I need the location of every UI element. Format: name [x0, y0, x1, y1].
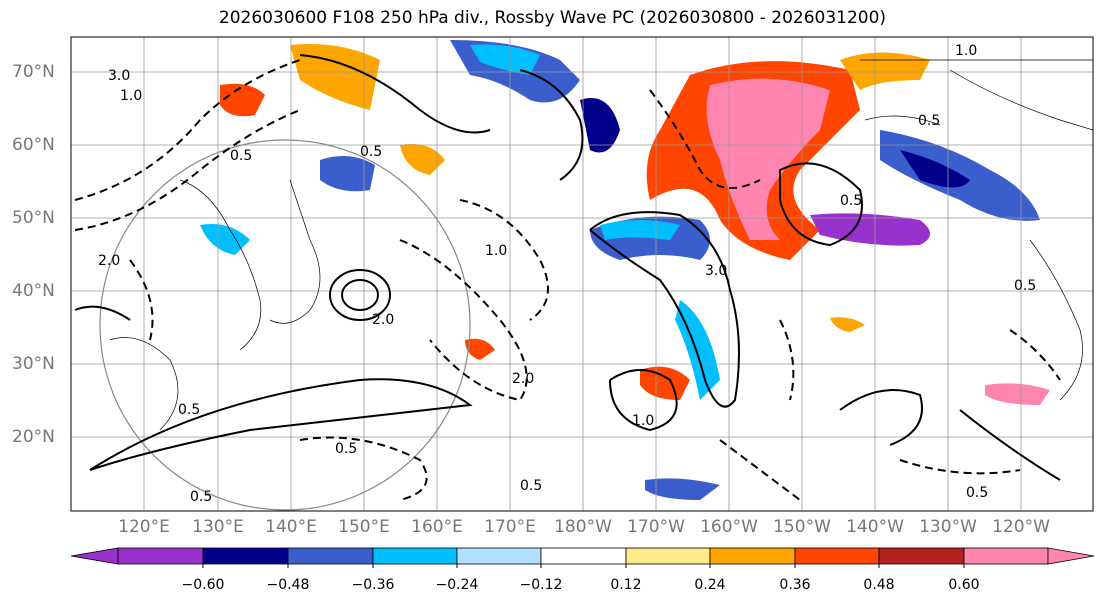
- contour-label: 0.5: [966, 485, 988, 501]
- contour-label: 2.0: [98, 253, 120, 269]
- lon-label: 130°W: [919, 517, 977, 537]
- contour-label: 0.5: [178, 402, 200, 418]
- figure-title: 2026030600 F108 250 hPa div., Rossby Wav…: [218, 8, 887, 28]
- colorbar-segment: [625, 547, 711, 565]
- lat-label: 70°N: [12, 62, 55, 82]
- colorbar-tick-label: 0.24: [694, 577, 726, 593]
- contour-label: 1.0: [120, 88, 142, 104]
- lon-label: 170°E: [484, 517, 536, 537]
- contour-label: 2.0: [372, 312, 394, 328]
- colorbar-segment: [117, 547, 204, 565]
- colorbar-tick-label: 0.60: [948, 577, 980, 593]
- lat-label: 40°N: [12, 281, 55, 301]
- colorbar-tick-label: −0.60: [181, 577, 225, 593]
- contour-label: 0.5: [520, 478, 542, 494]
- colorbar-segment: [287, 547, 374, 565]
- contour-label: 2.0: [512, 371, 534, 387]
- lat-label: 60°N: [12, 135, 55, 155]
- contour-label: 1.0: [632, 413, 654, 429]
- colorbar-tick-label: −0.24: [435, 577, 479, 593]
- colorbar-tick-label: 0.48: [863, 577, 895, 593]
- lon-label: 150°W: [773, 517, 831, 537]
- colorbar-segment: [794, 547, 880, 565]
- colorbar-tick-label: −0.12: [519, 577, 563, 593]
- contour-label: 3.0: [108, 68, 130, 84]
- reference-circle: [99, 139, 471, 511]
- contour-label: 0.5: [918, 113, 940, 129]
- lon-label: 180°W: [554, 517, 612, 537]
- colorbar-segment: [540, 547, 627, 565]
- contour-label: 0.5: [840, 193, 862, 209]
- graticule: [71, 37, 1093, 511]
- colorbar-tick-label: −0.36: [351, 577, 395, 593]
- contour-label: 0.5: [360, 144, 382, 160]
- coastlines: [109, 59, 1093, 431]
- lon-label: 150°E: [338, 517, 390, 537]
- solid-contours: [74, 54, 1061, 481]
- colorbar-tick-label: −0.48: [266, 577, 310, 593]
- contour-label: 0.5: [335, 441, 357, 457]
- lon-label: 170°W: [627, 517, 685, 537]
- colorbar-segment: [456, 547, 542, 565]
- contour-labels: 3.0 1.0 0.5 2.0 1.0 0.5 2.0 0.5 0.5 0.5 …: [98, 43, 1036, 505]
- map-frame: [70, 36, 1094, 512]
- lat-label: 50°N: [12, 208, 55, 228]
- lon-label: 160°E: [411, 517, 463, 537]
- lon-label: 120°W: [992, 517, 1050, 537]
- lon-label: 140°E: [265, 517, 317, 537]
- contour-label: 0.5: [230, 148, 252, 164]
- colorbar-tick-label: 0.36: [779, 577, 811, 593]
- colorbar-segment: [202, 547, 289, 565]
- lat-label: 20°N: [12, 427, 55, 447]
- colorbar-segment: [70, 547, 119, 565]
- contour-label: 1.0: [955, 43, 977, 59]
- lat-label: 30°N: [12, 354, 55, 374]
- lon-label: 140°W: [846, 517, 904, 537]
- contour-label: 3.0: [705, 263, 727, 279]
- colorbar-segment: [963, 547, 1049, 565]
- lon-label: 160°W: [700, 517, 758, 537]
- colorbar-segment: [1047, 547, 1095, 565]
- lon-label: 130°E: [192, 517, 244, 537]
- colorbar-tick-label: 0.12: [610, 577, 642, 593]
- dashed-contours: [74, 59, 1061, 501]
- contour-label: 1.0: [485, 243, 507, 259]
- contour-label: 0.5: [1014, 278, 1036, 294]
- colorbar-segment: [878, 547, 965, 565]
- shading-layer: [200, 40, 1050, 500]
- colorbar-segment: [372, 547, 458, 565]
- contour-label: 0.5: [190, 489, 212, 505]
- colorbar-segment: [709, 547, 796, 565]
- lon-label: 120°E: [118, 517, 170, 537]
